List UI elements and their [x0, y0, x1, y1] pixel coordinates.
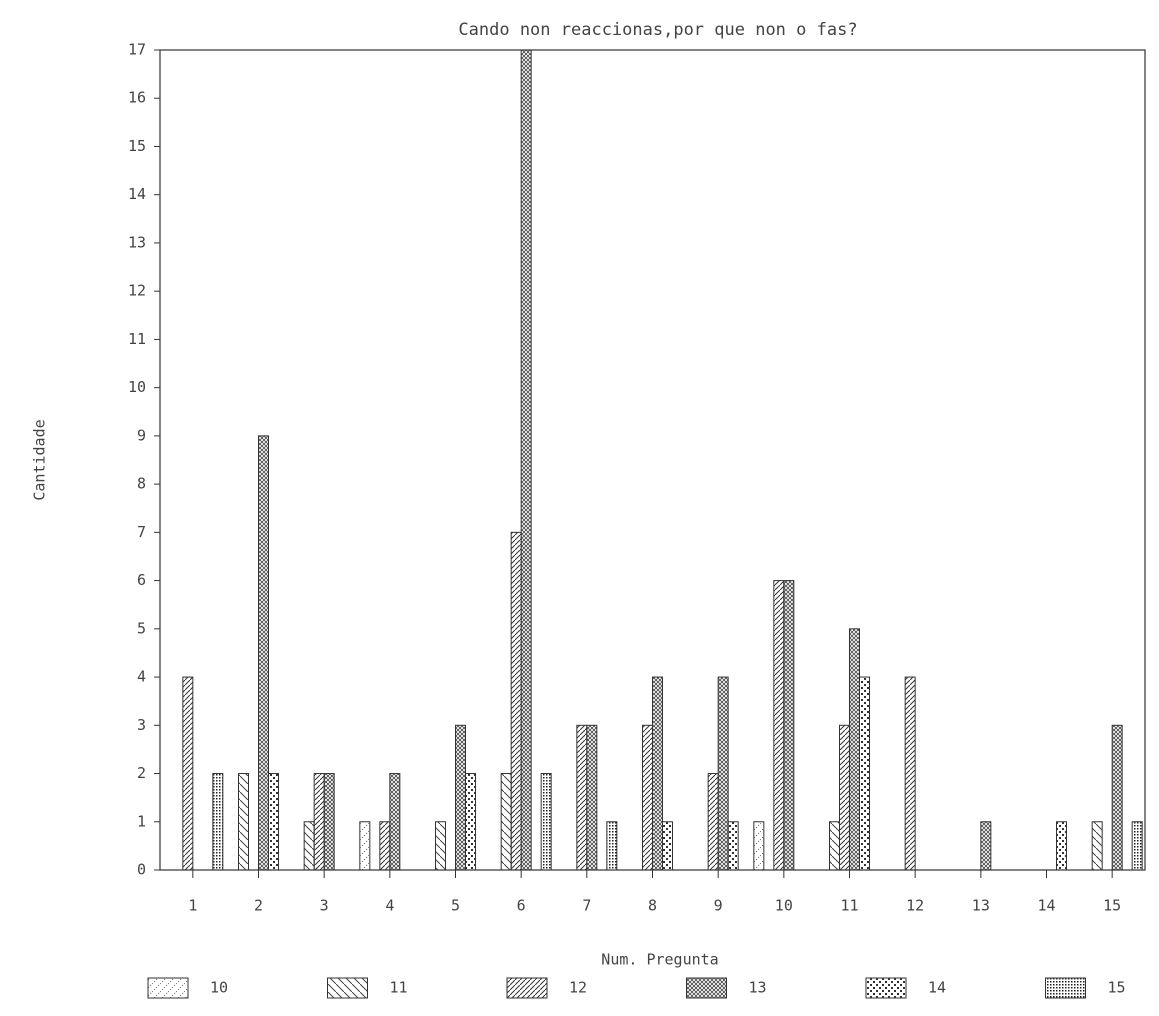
bar: [839, 724, 850, 871]
bar: [359, 821, 371, 871]
bar: [829, 821, 840, 871]
legend-swatch: [506, 977, 548, 999]
bar: [717, 676, 729, 871]
x-tick-label: 5: [451, 897, 460, 915]
bar: [707, 773, 719, 871]
y-tick-label: 13: [128, 233, 146, 251]
y-tick-label: 6: [137, 571, 146, 589]
bar: [540, 773, 552, 871]
x-tick-label: 7: [582, 897, 591, 915]
legend-swatch: [327, 977, 368, 999]
bar: [238, 773, 249, 871]
bar: [510, 531, 522, 871]
y-tick-label: 8: [137, 475, 146, 493]
legend-swatch: [686, 977, 727, 999]
y-tick-label: 17: [128, 41, 146, 59]
y-tick-label: 7: [137, 523, 146, 541]
x-tick-label: 12: [906, 897, 924, 915]
bar: [465, 773, 476, 871]
legend-swatch: [1045, 977, 1086, 999]
bar: [904, 676, 916, 871]
y-tick-label: 5: [137, 619, 146, 637]
bar: [606, 821, 618, 871]
y-axis-label: Cantidade: [31, 419, 49, 500]
legend-label: 13: [749, 979, 767, 997]
x-axis-label: Num. Pregunta: [601, 951, 718, 969]
y-tick-label: 10: [128, 378, 146, 396]
x-tick-label: 11: [840, 897, 858, 915]
bar: [500, 773, 512, 871]
y-tick-label: 9: [137, 426, 146, 444]
bar: [642, 724, 653, 871]
bar: [313, 773, 325, 871]
chart-title: Cando non reaccionas,por que non o fas?: [458, 20, 857, 40]
x-tick-label: 8: [648, 897, 657, 915]
y-tick-label: 4: [137, 668, 146, 686]
x-tick-label: 2: [254, 897, 263, 915]
bar: [652, 676, 663, 871]
bar: [980, 821, 992, 871]
bar: [303, 821, 315, 871]
bar: [849, 628, 860, 871]
x-tick-label: 14: [1037, 897, 1055, 915]
bar: [268, 773, 279, 871]
legend-label: 11: [390, 979, 408, 997]
bar: [1091, 821, 1103, 871]
x-tick-label: 1: [188, 897, 197, 915]
y-tick-label: 3: [137, 716, 146, 734]
legend-swatch: [147, 977, 189, 999]
bar: [435, 821, 446, 871]
legend-label: 15: [1108, 979, 1126, 997]
x-tick-label: 15: [1103, 897, 1121, 915]
bar: [379, 821, 391, 871]
bar: [662, 821, 673, 871]
x-tick-label: 4: [385, 897, 394, 915]
legend-swatch: [865, 977, 907, 999]
x-tick-label: 10: [775, 897, 793, 915]
bar: [727, 821, 739, 871]
legend-label: 14: [928, 979, 946, 997]
y-tick-label: 14: [128, 185, 146, 203]
x-tick-label: 13: [972, 897, 990, 915]
legend-label: 12: [569, 979, 587, 997]
bar: [783, 580, 795, 871]
x-tick-label: 9: [714, 897, 723, 915]
y-tick-label: 0: [137, 861, 146, 879]
bar: [258, 435, 269, 871]
bar: [323, 773, 335, 871]
bar: [859, 676, 870, 871]
bar: [389, 773, 401, 871]
y-tick-label: 2: [137, 764, 146, 782]
y-tick-label: 1: [137, 812, 146, 830]
y-tick-label: 16: [128, 89, 146, 107]
bar: [773, 580, 785, 871]
y-tick-label: 11: [128, 330, 146, 348]
y-tick-label: 15: [128, 137, 146, 155]
bar: [753, 821, 765, 871]
x-tick-label: 6: [517, 897, 526, 915]
legend-label: 10: [210, 979, 228, 997]
y-tick-label: 12: [128, 282, 146, 300]
bar: [212, 773, 224, 871]
bar: [1131, 821, 1143, 871]
bar: [576, 724, 588, 871]
bar: [1056, 821, 1067, 871]
bar: [520, 49, 532, 871]
bar: [455, 724, 466, 871]
bar: [1111, 724, 1123, 871]
bar: [586, 724, 598, 871]
x-tick-label: 3: [320, 897, 329, 915]
bar: [182, 676, 194, 871]
